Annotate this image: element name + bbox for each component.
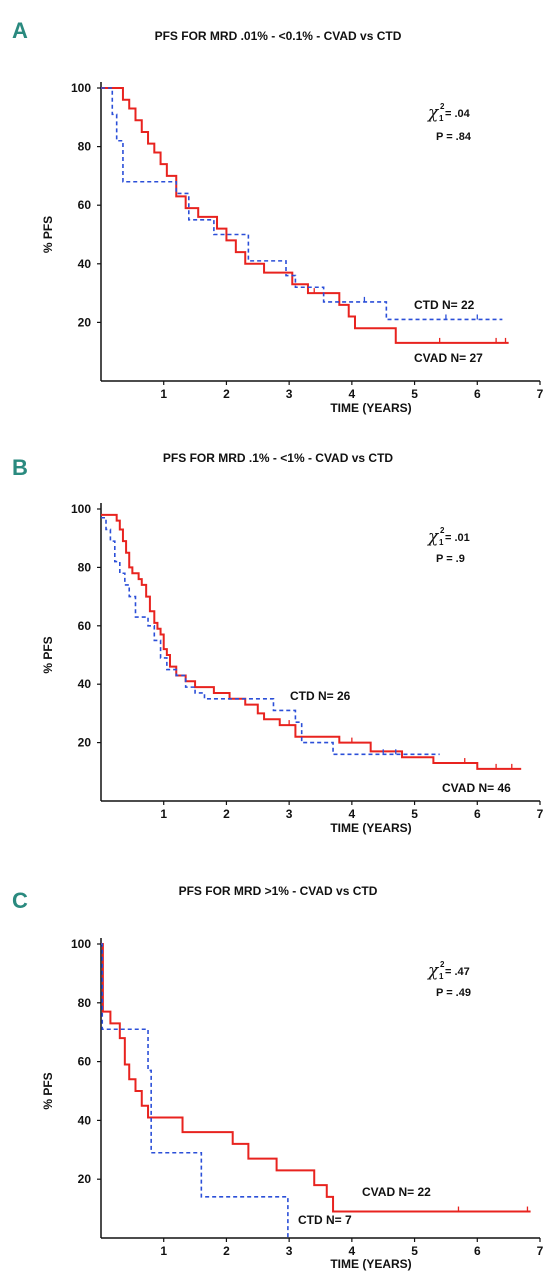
chart-panel-c: C PFS FOR MRD >1% - CVAD vs CTD 20 40 60 80 10… (12, 884, 544, 1271)
chart-title: PFS FOR MRD >1% - CVAD vs CTD (179, 884, 378, 898)
panel-letter: B (12, 455, 28, 480)
series-line-cvad (101, 87, 509, 344)
series-label: CVAD N= 22 (362, 1185, 431, 1199)
x-tick-label: 6 (474, 807, 481, 821)
x-axis-label: TIME (YEARS) (330, 821, 411, 835)
chi-subscript: 1 (439, 538, 444, 547)
x-axis-label: TIME (YEARS) (330, 401, 411, 415)
chi-subscript: 1 (439, 114, 444, 123)
x-tick-label: 1 (160, 1244, 167, 1258)
chi-square-symbol: χ (427, 103, 440, 123)
chi-square-symbol: χ (427, 527, 440, 547)
x-tick-label: 2 (223, 1244, 230, 1258)
p-value: P = .49 (436, 987, 471, 999)
p-value: P = .84 (436, 131, 472, 143)
chi-subscript: 1 (439, 972, 444, 981)
y-tick-label: 80 (78, 996, 92, 1010)
y-tick-label: 80 (78, 140, 92, 154)
series-line-cvad (101, 943, 531, 1213)
series-label: CTD N= 22 (414, 298, 475, 312)
x-tick-label: 3 (286, 387, 293, 401)
x-tick-label: 5 (411, 387, 418, 401)
x-tick-label: 7 (537, 1244, 544, 1258)
y-tick-label: 20 (78, 1172, 92, 1186)
panel-letter: A (12, 18, 28, 43)
y-axis-label: % PFS (41, 1072, 55, 1109)
x-tick-label: 6 (474, 1244, 481, 1258)
x-tick-label: 1 (160, 807, 167, 821)
chi-square-value: = .04 (445, 108, 471, 120)
series-line-ctd (101, 87, 503, 321)
y-tick-label: 100 (71, 81, 91, 95)
x-tick-label: 4 (349, 807, 356, 821)
chart-title: PFS FOR MRD .1% - <1% - CVAD vs CTD (163, 451, 393, 465)
x-tick-label: 7 (537, 387, 544, 401)
series-line-cvad (101, 513, 522, 770)
series-line-ctd (101, 943, 289, 1238)
y-tick-label: 20 (78, 736, 92, 750)
chi-square-symbol: χ (427, 961, 440, 981)
y-tick-label: 60 (78, 619, 92, 633)
y-tick-label: 100 (71, 937, 91, 951)
x-tick-label: 5 (411, 807, 418, 821)
x-tick-label: 6 (474, 387, 481, 401)
y-tick-label: 40 (78, 257, 92, 271)
x-tick-label: 4 (349, 1244, 356, 1258)
x-tick-label: 4 (349, 387, 356, 401)
x-tick-label: 5 (411, 1244, 418, 1258)
series-label: CVAD N= 27 (414, 351, 483, 365)
x-tick-label: 2 (223, 807, 230, 821)
y-tick-label: 20 (78, 315, 92, 329)
x-tick-label: 3 (286, 807, 293, 821)
chart-panel-b: B PFS FOR MRD .1% - <1% - CVAD vs CTD 20 40… (12, 451, 544, 835)
p-value: P = .9 (436, 553, 465, 565)
y-tick-label: 60 (78, 1055, 92, 1069)
x-tick-label: 2 (223, 387, 230, 401)
x-tick-label: 3 (286, 1244, 293, 1258)
chi-superscript: 2 (440, 102, 445, 111)
y-tick-label: 40 (78, 677, 92, 691)
y-tick-label: 100 (71, 502, 91, 516)
chi-superscript: 2 (440, 526, 445, 535)
y-tick-label: 60 (78, 198, 92, 212)
y-tick-label: 40 (78, 1113, 92, 1127)
chi-square-value: = .01 (445, 532, 470, 544)
series-label: CTD N= 7 (298, 1213, 352, 1227)
x-axis-label: TIME (YEARS) (330, 1257, 411, 1271)
x-tick-label: 7 (537, 807, 544, 821)
chi-superscript: 2 (440, 960, 445, 969)
y-axis-label: % PFS (41, 636, 55, 673)
chart-panel-a: A PFS FOR MRD .01% - <0.1% - CVAD vs CTD 2… (12, 18, 544, 415)
panel-letter: C (12, 888, 28, 913)
series-label: CTD N= 26 (290, 689, 351, 703)
series-line-ctd (101, 516, 440, 756)
y-tick-label: 80 (78, 560, 92, 574)
series-label: CVAD N= 46 (442, 781, 511, 795)
y-axis-label: % PFS (41, 216, 55, 253)
x-tick-label: 1 (160, 387, 167, 401)
chi-square-value: = .47 (445, 966, 470, 978)
chart-title: PFS FOR MRD .01% - <0.1% - CVAD vs CTD (155, 29, 402, 43)
